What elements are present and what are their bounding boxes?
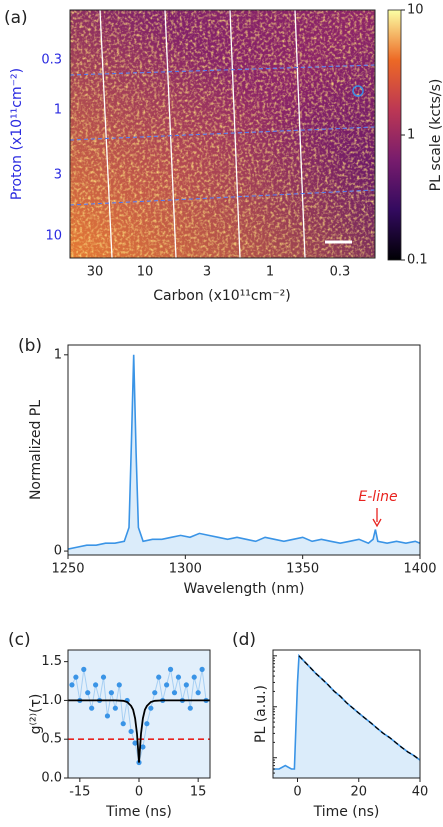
axes-frame: [67, 344, 421, 556]
panel-label: (b): [18, 336, 42, 356]
x-tick-label: 20: [350, 785, 367, 800]
y-tick-label: 1: [54, 103, 62, 118]
line: [68, 354, 420, 550]
point: [164, 682, 170, 688]
x-tick-label: 1: [266, 265, 274, 280]
x-tick-label: 1300: [169, 562, 202, 577]
x-tick-label: 1400: [403, 562, 436, 577]
point: [183, 682, 189, 688]
y-axis-label: PL (a.u.): [253, 685, 269, 743]
point: [85, 690, 91, 696]
x-axis-label: Time (ns): [105, 804, 172, 820]
point: [100, 674, 107, 680]
point: [120, 721, 126, 727]
colorbar-tick-label: 10: [407, 3, 424, 18]
y-tick-label: 0.0: [41, 771, 62, 786]
colorbar-tick-label: 1: [407, 128, 415, 143]
x-tick-label: 0: [135, 785, 143, 800]
point: [199, 666, 205, 672]
annotation: E-line: [358, 489, 397, 505]
colorbar: [387, 9, 402, 261]
point: [167, 666, 174, 672]
colorbar-label: PL scale (kcts/s): [428, 79, 443, 192]
point: [156, 674, 162, 680]
point: [104, 713, 111, 719]
x-tick-label: 0.3: [330, 265, 351, 280]
point: [116, 682, 122, 688]
axes-frame: [272, 649, 421, 779]
y-tick-label: 3: [54, 168, 62, 183]
y-tick-label: 10: [45, 229, 62, 244]
point: [148, 705, 154, 711]
point: [81, 666, 87, 672]
point: [140, 744, 146, 750]
point: [112, 705, 118, 711]
y-tick-label: 1.5: [41, 654, 62, 669]
y-tick-label: 1: [54, 347, 62, 362]
x-axis-label: Time (ns): [313, 804, 380, 820]
point: [144, 721, 150, 727]
x-tick-label: 30: [87, 265, 104, 280]
x-tick-label: 0: [293, 785, 301, 800]
x-axis-label: Wavelength (nm): [184, 581, 305, 597]
y-axis-label: g⁽²⁾(τ): [28, 694, 44, 735]
y-tick-label: 0.5: [41, 732, 62, 747]
y-axis-label: Normalized PL: [28, 400, 44, 500]
fit-line: [298, 655, 420, 761]
point: [69, 682, 75, 688]
x-axis-label: Carbon (x10¹¹cm⁻²): [153, 288, 290, 304]
fit-line: [68, 699, 210, 763]
point: [89, 705, 95, 711]
y-tick-label: 1.0: [41, 693, 62, 708]
x-tick-label: 1250: [51, 562, 84, 577]
point: [132, 740, 138, 746]
panel-label: (c): [8, 630, 31, 650]
x-tick-label: -15: [69, 785, 90, 800]
y-axis-label: Proton (x10¹¹cm⁻²): [9, 68, 25, 200]
annotation-arrowhead: [372, 518, 382, 528]
panel-label: (a): [4, 8, 28, 28]
y-tick-label: 0: [54, 544, 62, 559]
area: [68, 354, 420, 555]
point: [191, 674, 197, 680]
point: [73, 674, 79, 680]
x-tick-label: 10: [137, 265, 154, 280]
point: [175, 674, 182, 680]
plot-area: [68, 354, 420, 555]
x-tick-label: 1350: [286, 562, 319, 577]
x-tick-label: 15: [190, 785, 207, 800]
pl-map: [70, 10, 375, 258]
x-tick-label: 40: [412, 785, 429, 800]
plot-area: [273, 653, 420, 778]
point: [171, 690, 178, 696]
point: [108, 690, 114, 696]
point: [152, 690, 158, 696]
x-tick-label: 3: [203, 265, 211, 280]
colorbar-tick-label: 0.1: [407, 253, 428, 268]
panel-label: (d): [232, 630, 256, 650]
point: [187, 705, 193, 711]
area: [273, 655, 420, 778]
point: [128, 728, 134, 735]
point: [195, 690, 201, 696]
map-frame: [69, 9, 376, 259]
y-tick-label: 0.3: [41, 53, 62, 68]
plot-area: [68, 650, 210, 778]
point: [93, 682, 99, 688]
